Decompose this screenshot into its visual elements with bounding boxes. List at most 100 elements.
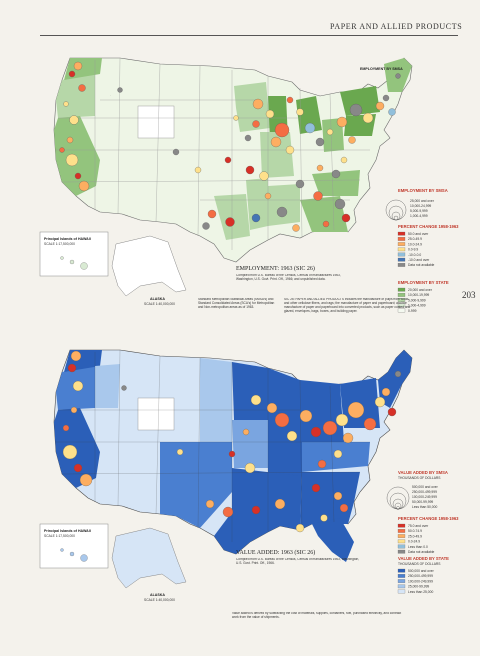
top-state-michigan bbox=[296, 96, 322, 134]
bottom-map-title: VALUE ADDED: 1963 (SIC 26) bbox=[236, 549, 315, 556]
top-map: · bbox=[39, 57, 459, 313]
top-map-source: Compiled from U.S. Bureau of the Census,… bbox=[236, 274, 341, 281]
top-legend-change-item-label: 25.0-49.9 bbox=[408, 237, 422, 241]
svg-text:THOUSANDS OF DOLLARS: THOUSANDS OF DOLLARS bbox=[398, 476, 441, 480]
bottom-hawaii-title: Principal Islands of HAWAII bbox=[44, 529, 91, 533]
bottom-legend-change-item-label: 75.0 and over bbox=[408, 524, 429, 528]
svg-text:Less than 50,000: Less than 50,000 bbox=[412, 505, 437, 509]
header-rule bbox=[40, 35, 458, 36]
page-number: 203 bbox=[462, 290, 476, 300]
svg-text:EMPLOYMENT BY SMSA: EMPLOYMENT BY SMSA bbox=[360, 67, 403, 71]
bottom-legend-change-item-label: 0.0-24.9 bbox=[408, 540, 420, 544]
bottom-state-iowa-missouri bbox=[232, 420, 268, 468]
bottom-legend-change-item-swatch bbox=[397, 549, 406, 554]
top-smsa-circles bbox=[59, 61, 401, 232]
top-legend-change-item-label: -10.0 and over bbox=[408, 258, 430, 262]
top-alaska-title: ALASKA bbox=[150, 297, 165, 301]
top-legend-state-item-swatch bbox=[397, 298, 406, 302]
top-legend-state-item-swatch bbox=[397, 287, 406, 292]
bottom-legend-change-title: PERCENT CHANGE 1958-1963 bbox=[398, 516, 459, 521]
middle-text-right: SIC 26: PAPER AND ALLIED PRODUCTS includ… bbox=[284, 298, 411, 313]
middle-text-left: Standard Metropolitan Statistical Areas … bbox=[198, 298, 275, 309]
top-legend-change-item-swatch bbox=[397, 237, 406, 241]
bottom-legend-state-item-swatch bbox=[397, 589, 406, 594]
bottom-legend-state-item-label: 100,000-249,999 bbox=[408, 579, 433, 583]
svg-text:250,000-499,999: 250,000-499,999 bbox=[412, 490, 437, 494]
top-legend-state-item-swatch bbox=[397, 303, 406, 308]
top-alaska-scale: SCALE 1:40,000,000 bbox=[144, 302, 175, 306]
bottom-legend-change: PERCENT CHANGE 1958-1963 75.0 and over50… bbox=[397, 516, 459, 554]
top-state-illinois bbox=[260, 132, 294, 178]
bottom-state-texas bbox=[160, 442, 232, 528]
svg-text:1,000-4,999: 1,000-4,999 bbox=[410, 214, 428, 218]
top-state-ohio bbox=[322, 118, 344, 152]
bottom-legend-change-item-swatch bbox=[397, 523, 406, 528]
top-hawaii-title: Principal Islands of HAWAII bbox=[44, 237, 91, 241]
bottom-alaska-scale: SCALE 1:40,000,000 bbox=[144, 598, 175, 602]
top-legend-state-item-label: 0-999 bbox=[408, 309, 417, 313]
top-state-oregon bbox=[56, 74, 95, 118]
top-legend-change-title: PERCENT CHANGE 1958-1963 bbox=[398, 224, 459, 229]
top-state-carolinas bbox=[312, 170, 360, 196]
top-legend-state-title: EMPLOYMENT BY STATE bbox=[398, 280, 449, 285]
bottom-state-kansas bbox=[200, 410, 232, 442]
top-hawaii-scale: SCALE 1:17,500,000 bbox=[44, 242, 75, 246]
bottom-state-dakotas bbox=[200, 358, 232, 410]
bottom-legend-state-item-swatch bbox=[397, 584, 406, 589]
top-legend-change-item-swatch bbox=[397, 247, 406, 252]
top-map-title: EMPLOYMENT: 1963 (SIC 26) bbox=[236, 265, 315, 272]
top-legend-smsa: EMPLOYMENT BY SMSA 25,000 and over 10,00… bbox=[385, 188, 448, 221]
bottom-legend-change-item-swatch bbox=[397, 544, 406, 549]
bottom-state-florida bbox=[312, 518, 354, 562]
bottom-legend-smsa: VALUE ADDED BY SMSA THOUSANDS OF DOLLARS… bbox=[386, 470, 448, 510]
top-legend-change-item-label: Data not available bbox=[408, 263, 435, 267]
bottom-legend-state: VALUE ADDED BY STATE THOUSANDS OF DOLLAR… bbox=[397, 556, 449, 594]
bottom-state-illinois-indiana bbox=[268, 432, 302, 476]
bottom-inset-hawaii: Principal Islands of HAWAII SCALE 1:17,5… bbox=[39, 523, 109, 569]
svg-text:500,000 and over: 500,000 and over bbox=[412, 485, 439, 489]
bottom-legend-change-item-label: Data not available bbox=[408, 550, 435, 554]
page-header-title: PAPER AND ALLIED PRODUCTS bbox=[330, 22, 463, 31]
bottom-legend-smsa-title: VALUE ADDED BY SMSA bbox=[398, 470, 448, 475]
top-legend-change-item-label: 10.0-24.9 bbox=[408, 242, 422, 246]
bottom-legend-change-item-label: 50.0-74.9 bbox=[408, 529, 422, 533]
top-legend-state-item-label: 1,000-4,999 bbox=[408, 304, 426, 308]
bottom-state-idaho bbox=[95, 364, 120, 408]
bottom-map-footnote: Value added is derived by subtracting th… bbox=[232, 612, 402, 619]
top-state-wyoming bbox=[137, 105, 175, 139]
bottom-legend-state-item-swatch bbox=[397, 579, 406, 583]
bottom-legend-state-title: VALUE ADDED BY STATE bbox=[398, 556, 449, 561]
top-state-minnesota-wisconsin bbox=[234, 82, 270, 132]
top-inset-hawaii: Principal Islands of HAWAII SCALE 1:17,5… bbox=[39, 231, 109, 277]
bottom-legend-state-item-label: 500,000 and over bbox=[408, 569, 435, 573]
top-legend-state-item-label: 20,000 and over bbox=[408, 288, 433, 292]
top-legend-change-item-swatch bbox=[397, 252, 406, 257]
top-legend-change-item-swatch bbox=[397, 231, 406, 236]
bottom-legend-state-item-swatch bbox=[397, 568, 406, 573]
top-state-california bbox=[54, 116, 100, 196]
top-legend-state-item-swatch bbox=[397, 308, 406, 313]
bottom-smsa-circles bbox=[62, 350, 402, 533]
top-state-alabama bbox=[268, 184, 300, 226]
top-legend-state-item-swatch bbox=[397, 293, 406, 297]
top-state-mississippi bbox=[246, 178, 268, 230]
top-legend-change-item-label: 50.0 and over bbox=[408, 232, 429, 236]
top-legend-state-item-label: 5,000-9,999 bbox=[408, 298, 426, 302]
top-legend-change-item-swatch bbox=[397, 242, 406, 246]
top-legend-smsa-title: EMPLOYMENT BY SMSA bbox=[398, 188, 448, 193]
bottom-legend-change-item-swatch bbox=[397, 529, 406, 533]
top-map-base: · bbox=[53, 57, 413, 263]
bottom-state-wisconsin-michigan bbox=[268, 368, 300, 432]
bottom-legend-change-item-label: Less than 0.0 bbox=[408, 545, 428, 549]
svg-text:25,000 and over: 25,000 and over bbox=[410, 199, 435, 203]
top-legend-change-item-swatch bbox=[397, 263, 406, 267]
svg-text:100,000-249,999: 100,000-249,999 bbox=[412, 495, 437, 499]
top-state-new-york bbox=[340, 86, 380, 116]
top-legend-change: PERCENT CHANGE 1958-1963 50.0 and over25… bbox=[397, 224, 459, 267]
top-legend-change-item-swatch bbox=[397, 257, 406, 262]
svg-text:5,000-9,999: 5,000-9,999 bbox=[410, 209, 428, 213]
top-inset-alaska: ALASKA SCALE 1:40,000,000 bbox=[111, 235, 187, 306]
svg-text:50,000-99,999: 50,000-99,999 bbox=[412, 500, 433, 504]
svg-text:THOUSANDS OF DOLLARS: THOUSANDS OF DOLLARS bbox=[398, 562, 441, 566]
